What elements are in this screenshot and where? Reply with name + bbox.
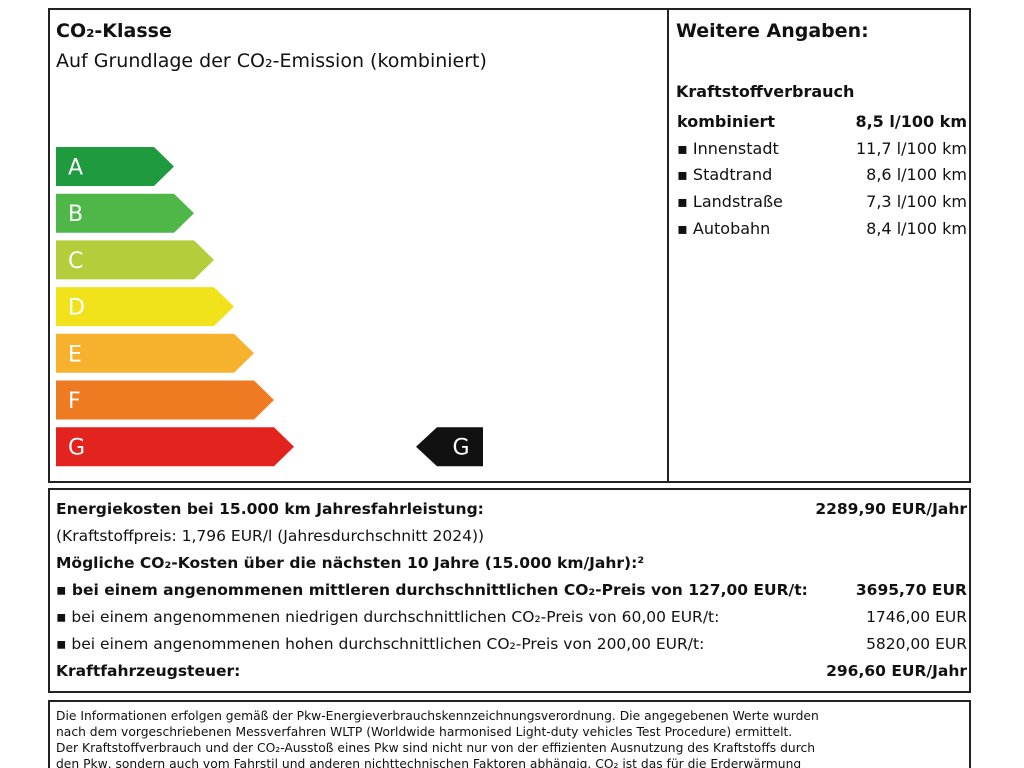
fuel-value: 11,7 l/100 km [855,138,967,158]
class-arrow [56,240,214,280]
class-letter: C [68,249,83,274]
cost-label: Mögliche CO₂-Kosten über die nächsten 10… [56,554,645,572]
class-letter: A [68,156,83,181]
title: CO₂-Klasse [56,20,172,42]
subtitle: Auf Grundlage der CO₂-Emission (kombinie… [56,50,487,72]
footer-line: nach dem vorgeschriebenen Messverfahren … [56,725,793,739]
fuel-label: ▪ Stadtrand [677,165,773,185]
class-letter: F [68,389,81,414]
fuel-label: kombiniert [677,112,776,131]
footer-line: Der Kraftstoffverbrauch und der CO₂-Auss… [56,741,816,755]
fuel-value: 7,3 l/100 km [866,192,967,212]
class-letter: D [68,296,85,321]
cost-value: 296,60 EUR/Jahr [826,662,967,680]
cost-label: ▪ bei einem angenommenen mittleren durch… [56,581,808,599]
details-title: Weitere Angaben: [676,20,869,42]
indicator-letter: G [452,436,469,461]
class-arrow [56,287,234,327]
footer-line: den Pkw, sondern auch vom Fahrstil und a… [56,757,802,768]
divider [667,8,669,483]
fuel-value: 8,6 l/100 km [866,165,967,185]
cost-label: Kraftfahrzeugsteuer: [56,662,241,680]
class-letter: G [68,436,85,461]
class-arrow [56,193,194,233]
class-arrow [56,147,174,186]
class-letter: E [68,342,82,367]
class-arrow [56,427,294,467]
class-arrow [56,380,274,420]
cost-label: ▪ bei einem angenommenen hohen durchschn… [56,635,705,653]
fuel-label: ▪ Innenstadt [677,138,779,158]
footer-line: Die Informationen erfolgen gemäß der Pkw… [56,709,819,723]
label-box [48,8,971,483]
section-title: Kraftstoffverbrauch [676,82,855,101]
class-arrow [56,333,254,373]
fuel-value: 8,4 l/100 km [866,218,967,238]
cost-label: ▪ bei einem angenommenen niedrigen durch… [56,608,720,626]
cost-value: 2289,90 EUR/Jahr [815,500,967,518]
class-letter: B [68,202,83,227]
cost-label: Energiekosten bei 15.000 km Jahresfahrle… [56,500,484,518]
footer-box [48,700,971,768]
cost-label: (Kraftstoffpreis: 1,796 EUR/l (Jahresdur… [56,527,485,545]
fuel-label: ▪ Landstraße [677,192,783,212]
indicator-arrow [416,427,483,467]
cost-value: 3695,70 EUR [855,581,967,599]
fuel-label: ▪ Autobahn [677,218,771,238]
cost-value: 1746,00 EUR [866,608,967,626]
cost-value: 5820,00 EUR [866,635,967,653]
fuel-value: 8,5 l/100 km [855,112,967,131]
costs-box [48,488,971,693]
